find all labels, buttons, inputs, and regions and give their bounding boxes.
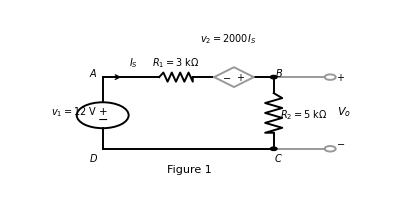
Text: $v_2 = 2000I_S$: $v_2 = 2000I_S$ <box>200 32 256 46</box>
Text: $R_1 = 3$ kΩ: $R_1 = 3$ kΩ <box>152 56 200 70</box>
Text: $I_S$: $I_S$ <box>129 56 138 70</box>
Circle shape <box>270 75 277 79</box>
Text: $R_2 = 5$ kΩ: $R_2 = 5$ kΩ <box>280 108 327 122</box>
Text: $C$: $C$ <box>275 152 283 164</box>
Text: $+$: $+$ <box>236 72 245 83</box>
Text: $+$: $+$ <box>336 72 346 83</box>
Text: $+$: $+$ <box>98 106 108 117</box>
Text: $v_1 = 12$ V: $v_1 = 12$ V <box>51 105 97 119</box>
Text: $V_o$: $V_o$ <box>337 105 351 119</box>
Text: $A$: $A$ <box>89 67 98 79</box>
Text: Figure 1: Figure 1 <box>167 165 212 175</box>
Text: $-$: $-$ <box>336 138 346 148</box>
Text: $B$: $B$ <box>275 67 283 79</box>
Text: $-$: $-$ <box>222 72 231 82</box>
Circle shape <box>270 147 277 150</box>
Text: $D$: $D$ <box>89 152 98 164</box>
Text: $-$: $-$ <box>97 112 108 126</box>
